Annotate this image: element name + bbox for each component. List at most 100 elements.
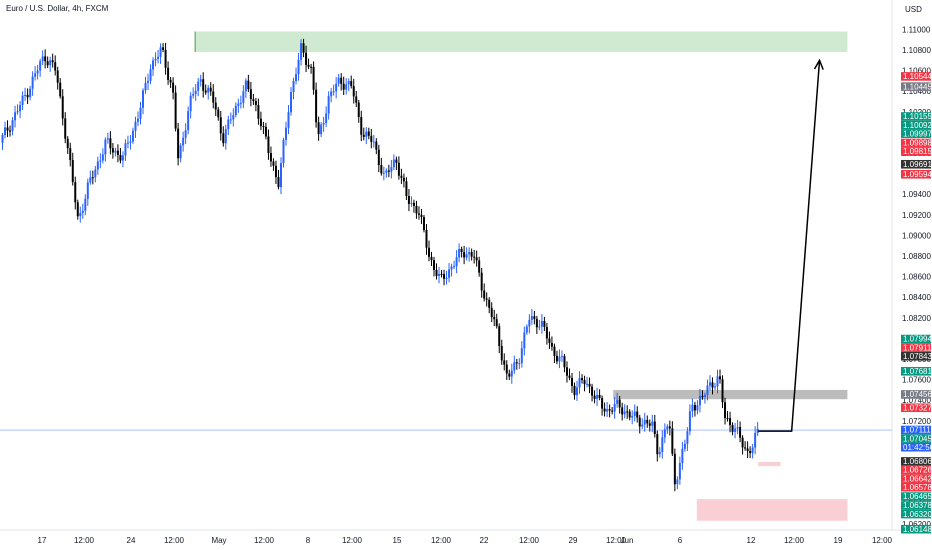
candle-body: [410, 202, 413, 204]
candle-body: [101, 154, 104, 161]
projection-arrow[interactable]: [758, 60, 821, 432]
candle-body: [405, 181, 408, 197]
candle-body: [380, 165, 383, 174]
candle-body: [239, 102, 242, 104]
candle-body: [147, 80, 150, 83]
candle-body: [488, 299, 491, 308]
candle-body: [729, 418, 732, 426]
candle-body: [31, 76, 34, 89]
candle-body: [721, 379, 724, 403]
candle-body: [643, 419, 646, 425]
candle-body: [345, 84, 348, 90]
candle-body: [673, 453, 676, 485]
candle-body: [277, 177, 280, 188]
time-tick-label: 29: [569, 536, 578, 545]
candle-body: [162, 47, 165, 50]
candle-body: [214, 102, 217, 110]
time-tick-label: 12:00: [431, 536, 452, 545]
small-demand-mark[interactable]: [758, 462, 781, 467]
supply-zone[interactable]: [195, 31, 848, 53]
candles-layer: [1, 38, 759, 492]
candle-body: [297, 59, 300, 75]
price-label-text: 1.10445: [903, 82, 932, 91]
candle-body: [693, 404, 696, 411]
price-label-badge: 1.09815: [901, 147, 932, 156]
candle-body: [222, 133, 225, 144]
candle-body: [661, 437, 664, 453]
price-label-text: 1.07327: [903, 403, 932, 412]
candle-body: [448, 269, 451, 278]
candle-body: [613, 403, 616, 412]
candle-body: [305, 52, 308, 65]
time-tick-label: May: [211, 536, 226, 545]
time-tick-label: 24: [127, 536, 136, 545]
price-tick-label: 1.10600: [902, 67, 931, 76]
price-label-text: 1.07994: [903, 335, 932, 344]
candle-body: [558, 356, 561, 362]
candle-body: [79, 212, 82, 217]
candle-body: [61, 96, 64, 119]
candle-body: [576, 387, 579, 396]
candle-body: [184, 130, 187, 138]
candle-body: [131, 130, 134, 142]
candle-body: [510, 370, 513, 377]
candle-body: [252, 99, 255, 101]
candle-body: [540, 321, 543, 327]
candle-body: [468, 252, 471, 255]
candle-body: [538, 326, 541, 328]
price-label-bg: [901, 442, 931, 452]
candle-body: [39, 61, 42, 71]
candle-body: [633, 411, 636, 416]
candle-body: [746, 448, 749, 451]
candle-body: [606, 409, 609, 412]
time-tick-label: 17: [38, 536, 47, 545]
candle-body: [51, 60, 54, 63]
price-label-badge: 1.07843: [901, 351, 932, 361]
candle-body: [641, 424, 644, 427]
candle-body: [242, 91, 245, 103]
candle-body: [149, 69, 152, 81]
candle-body: [425, 230, 428, 248]
chart-title: Euro / U.S. Dollar, 4h, FXCM: [6, 4, 109, 13]
demand-zone[interactable]: [696, 499, 848, 521]
time-axis[interactable]: 17 12:00 24 12:00 May 12:00 8 12:00 15 12:00 22 12:…: [0, 529, 932, 545]
candle-body: [445, 277, 448, 279]
candle-body: [279, 163, 282, 188]
candle-body: [631, 415, 634, 418]
candle-body: [749, 450, 752, 454]
candle-body: [422, 217, 425, 231]
price-tick-label: 1.08400: [902, 293, 931, 302]
price-label-bg: [901, 169, 931, 179]
time-tick-label: 12:00: [342, 536, 363, 545]
price-tick-label: 1.07400: [902, 396, 931, 405]
candle-body: [756, 428, 759, 433]
candle-body: [264, 126, 267, 137]
candle-body: [74, 182, 77, 203]
candle-body: [475, 257, 478, 261]
candle-body: [89, 177, 92, 183]
candle-body: [713, 386, 716, 388]
candle-body: [152, 60, 155, 70]
candle-body: [520, 348, 523, 364]
price-label-text: 1.07843: [903, 352, 932, 361]
resistance-zone[interactable]: [613, 389, 848, 400]
candle-body: [207, 87, 210, 93]
candle-body: [169, 79, 172, 83]
candle-body: [29, 88, 32, 98]
candle-body: [9, 130, 12, 132]
candle-body: [550, 342, 553, 347]
candle-body: [209, 87, 212, 92]
time-tick-label: 12:00: [164, 536, 185, 545]
price-label-text: 1.09898: [903, 139, 932, 148]
price-label-text: 01:42:56: [903, 443, 932, 452]
price-label-text: 1.06465: [903, 492, 932, 501]
candle-body: [217, 109, 220, 118]
candle-body: [400, 175, 403, 178]
price-label-badge: 1.06578: [901, 482, 932, 492]
currency-label: USD: [905, 5, 922, 14]
candle-body: [357, 102, 360, 118]
candle-body: [350, 81, 353, 87]
candle-body: [719, 376, 722, 380]
candle-body: [402, 177, 405, 182]
